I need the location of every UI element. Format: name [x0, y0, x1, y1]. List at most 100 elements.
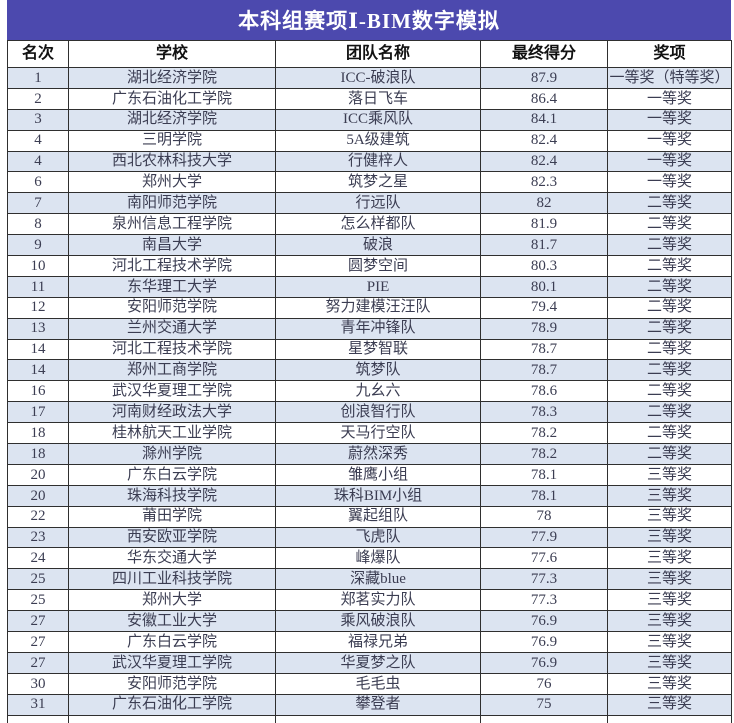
empty-cell: [480, 714, 608, 723]
rank-cell: 10: [7, 255, 69, 277]
score-cell: 78.6: [480, 380, 608, 403]
team-cell: 毛毛虫: [275, 672, 481, 695]
table-header: 名次 学校 团队名称 最终得分 奖项: [7, 40, 732, 68]
table-row: 6 郑州大学 筑梦之星 82.3 一等奖: [7, 171, 732, 194]
table-row: 7 南阳师范学院 行远队 82 二等奖: [7, 192, 732, 215]
rank-cell: 14: [7, 338, 69, 361]
team-cell: ICC-破浪队: [275, 67, 481, 89]
table-row: 27 安徽工业大学 乘风破浪队 76.9 三等奖: [7, 610, 732, 633]
award-cell: 二等奖: [607, 234, 732, 257]
team-cell: 华夏梦之队: [275, 651, 481, 674]
school-cell: 兰州交通大学: [68, 317, 276, 340]
score-cell: 78.1: [480, 463, 608, 486]
rank-cell: 31: [7, 693, 69, 716]
school-cell: 武汉华夏理工学院: [68, 651, 276, 674]
score-cell: 82.3: [480, 171, 608, 194]
table-row: 1 湖北经济学院 ICC-破浪队 87.9 一等奖（特等奖）: [7, 67, 732, 89]
team-cell: 行远队: [275, 192, 481, 215]
table-row: 20 珠海科技学院 珠科BIM小组 78.1 三等奖: [7, 484, 732, 507]
rank-cell: 27: [7, 631, 69, 653]
rank-cell: 13: [7, 317, 69, 340]
school-cell: 南昌大学: [68, 234, 276, 257]
score-cell: 78.1: [480, 484, 608, 507]
award-cell: 一等奖: [607, 129, 732, 152]
rank-cell: 12: [7, 296, 69, 319]
award-cell: 三等奖: [607, 631, 732, 653]
table-row: 25 郑州大学 郑茗实力队 77.3 三等奖: [7, 589, 732, 612]
team-cell: 青年冲锋队: [275, 317, 481, 340]
school-cell: 西北农林科技大学: [68, 150, 276, 173]
award-cell: 三等奖: [607, 484, 732, 507]
team-cell: 深藏blue: [275, 568, 481, 591]
team-cell: 筑梦队: [275, 359, 481, 382]
score-cell: 78.2: [480, 443, 608, 465]
table-row: 4 西北农林科技大学 行健梓人 82.4 一等奖: [7, 150, 732, 173]
school-cell: 湖北经济学院: [68, 67, 276, 89]
rank-cell: 23: [7, 526, 69, 549]
rank-cell: 27: [7, 651, 69, 674]
school-cell: 广东石油化工学院: [68, 693, 276, 716]
award-cell: 三等奖: [607, 651, 732, 674]
col-header-award: 奖项: [607, 40, 732, 68]
score-cell: 81.9: [480, 213, 608, 236]
team-cell: 福禄兄弟: [275, 631, 481, 653]
table-row: 3 湖北经济学院 ICC乘风队 84.1 一等奖: [7, 108, 732, 131]
rank-cell: 20: [7, 484, 69, 507]
col-header-school: 学校: [68, 40, 276, 68]
table-row: 8 泉州信息工程学院 怎么样都队 81.9 二等奖: [7, 213, 732, 236]
team-cell: 筑梦之星: [275, 171, 481, 194]
score-cell: 78.7: [480, 338, 608, 361]
table-row: 9 南昌大学 破浪 81.7 二等奖: [7, 234, 732, 257]
award-cell: 三等奖: [607, 672, 732, 695]
team-cell: 天马行空队: [275, 422, 481, 445]
award-cell: 三等奖: [607, 463, 732, 486]
team-cell: 5A级建筑: [275, 129, 481, 152]
score-cell: 80.1: [480, 275, 608, 298]
school-cell: 桂林航天工业学院: [68, 422, 276, 445]
school-cell: 南阳师范学院: [68, 192, 276, 215]
table-row: 18 滁州学院 蔚然深秀 78.2 二等奖: [7, 443, 732, 465]
empty-cell: [68, 714, 276, 723]
award-cell: 二等奖: [607, 317, 732, 340]
award-cell: 一等奖（特等奖）: [607, 67, 732, 89]
team-cell: 努力建模汪汪队: [275, 296, 481, 319]
award-cell: 一等奖: [607, 150, 732, 173]
school-cell: 滁州学院: [68, 443, 276, 465]
rank-cell: 27: [7, 610, 69, 633]
table-row: 25 四川工业科技学院 深藏blue 77.3 三等奖: [7, 568, 732, 591]
rank-cell: 16: [7, 380, 69, 403]
table-body: 1 湖北经济学院 ICC-破浪队 87.9 一等奖（特等奖） 2 广东石油化工学院 落日飞车 8…: [7, 67, 732, 723]
team-cell: 圆梦空间: [275, 255, 481, 277]
award-cell: 一等奖: [607, 171, 732, 194]
award-cell: 二等奖: [607, 275, 732, 298]
team-cell: 攀登者: [275, 693, 481, 716]
award-cell: 三等奖: [607, 568, 732, 591]
rank-cell: 25: [7, 568, 69, 591]
table-row: 23 西安欧亚学院 飞虎队 77.9 三等奖: [7, 526, 732, 549]
score-cell: 76.9: [480, 631, 608, 653]
table-row: 13 兰州交通大学 青年冲锋队 78.9 二等奖: [7, 317, 732, 340]
col-header-score: 最终得分: [480, 40, 608, 68]
school-cell: 武汉华夏理工学院: [68, 380, 276, 403]
rank-cell: 4: [7, 129, 69, 152]
score-cell: 76.9: [480, 610, 608, 633]
score-cell: 82.4: [480, 129, 608, 152]
rank-cell: 30: [7, 672, 69, 695]
rank-cell: 1: [7, 67, 69, 89]
award-cell: 二等奖: [607, 213, 732, 236]
team-cell: PIE: [275, 275, 481, 298]
empty-cell: [275, 714, 481, 723]
rank-cell: 18: [7, 422, 69, 445]
table-row: 27 武汉华夏理工学院 华夏梦之队 76.9 三等奖: [7, 651, 732, 674]
award-cell: 二等奖: [607, 296, 732, 319]
rank-cell: 3: [7, 108, 69, 131]
rank-cell: 18: [7, 443, 69, 465]
team-cell: 雏鹰小组: [275, 463, 481, 486]
rank-cell: 8: [7, 213, 69, 236]
table-row: 10 河北工程技术学院 圆梦空间 80.3 二等奖: [7, 255, 732, 277]
school-cell: 湖北经济学院: [68, 108, 276, 131]
award-cell: 一等奖: [607, 87, 732, 110]
team-cell: 飞虎队: [275, 526, 481, 549]
team-cell: 峰爆队: [275, 547, 481, 570]
